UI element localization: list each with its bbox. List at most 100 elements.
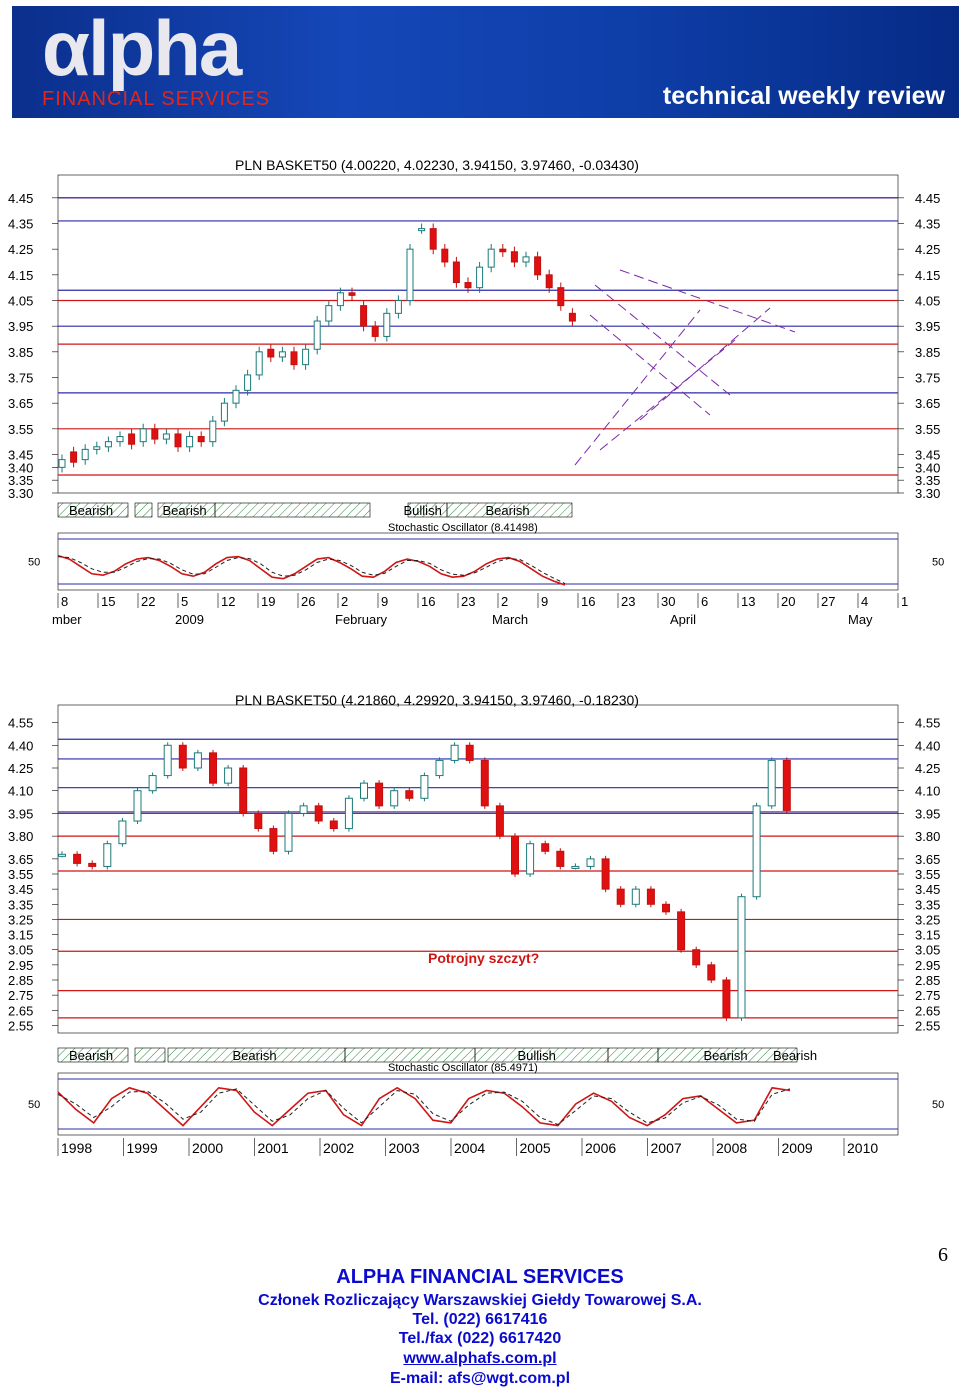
y-tick-label-right: 4.25 — [915, 761, 940, 776]
candle — [163, 744, 172, 777]
annotation: Potrojny szczyt? — [428, 950, 539, 966]
y-tick-label-left: 2.55 — [8, 1018, 33, 1033]
candle — [390, 790, 399, 807]
candle — [662, 903, 670, 913]
y-tick-label-right: 3.95 — [915, 319, 940, 334]
candle — [394, 300, 402, 314]
y-tick-label-right: 4.55 — [915, 716, 940, 731]
candle — [452, 261, 460, 284]
x-month-label: mber — [52, 612, 82, 627]
projection-line — [619, 269, 796, 333]
y-tick-label-left: 3.55 — [8, 422, 33, 437]
y-tick-label-left: 3.40 — [8, 460, 33, 475]
x-tick-label: 9 — [541, 594, 548, 609]
tagline: technical weekly review — [662, 82, 945, 110]
signal-label: Bearish — [233, 1048, 277, 1063]
candle — [499, 248, 507, 253]
y-tick-label-left: 3.30 — [8, 486, 33, 501]
candle — [360, 782, 368, 799]
candle — [118, 820, 127, 845]
y-tick-label-right: 4.45 — [915, 191, 940, 206]
y-tick-label-right: 3.55 — [915, 422, 940, 437]
x-tick-label: 23 — [461, 594, 475, 609]
candle — [128, 433, 136, 445]
candle — [314, 805, 323, 822]
signal-band — [214, 502, 371, 518]
x-tick-label: 4 — [861, 594, 868, 609]
oscillator-d-line — [57, 556, 566, 585]
signal-band — [607, 1047, 659, 1063]
candle — [73, 853, 82, 864]
oscillator-level-left: 50 — [28, 1099, 40, 1111]
x-tick-label: 30 — [661, 594, 675, 609]
y-tick-label-right: 3.30 — [915, 486, 940, 501]
y-tick-label-left: 3.80 — [8, 829, 33, 844]
y-tick-label-right: 3.75 — [915, 371, 940, 386]
x-tick-label: 26 — [301, 594, 315, 609]
candle — [429, 228, 437, 250]
chart-title: PLN BASKET50 (4.00220, 4.02230, 3.94150,… — [235, 157, 639, 173]
candle — [148, 775, 157, 792]
y-tick-label-right: 3.85 — [915, 345, 940, 360]
y-tick-label-right: 4.10 — [915, 784, 940, 799]
y-tick-label-right: 4.35 — [915, 217, 940, 232]
x-month-label: 2009 — [175, 612, 204, 627]
y-tick-label-left: 4.55 — [8, 716, 33, 731]
candle — [81, 448, 89, 461]
signal-band — [446, 502, 573, 518]
y-tick-label-left: 3.45 — [8, 882, 33, 897]
projection-line — [574, 309, 701, 466]
y-tick-label-left: 4.35 — [8, 217, 33, 232]
y-tick-label-left: 3.25 — [8, 912, 33, 927]
signal-label: Bearish — [486, 503, 530, 518]
candle — [267, 348, 275, 358]
x-tick-label: 22 — [141, 594, 155, 609]
chart-long-term: 4.55 4.55 4.40 4.40 4.25 4.25 4.10 4.10 3.95 3.95… — [8, 692, 944, 1156]
x-tick-label: 2008 — [716, 1140, 747, 1156]
candle — [677, 911, 686, 951]
candle — [646, 888, 655, 905]
x-tick-label: 2010 — [847, 1140, 878, 1156]
candle — [522, 256, 530, 263]
y-tick-label-left: 2.65 — [8, 1003, 33, 1018]
candle — [510, 251, 518, 263]
candle — [383, 312, 391, 337]
candle — [465, 744, 474, 761]
x-tick-label: 27 — [821, 594, 835, 609]
candle — [336, 292, 344, 307]
oscillator-title: Stochastic Oscillator (85.4971) — [388, 1062, 538, 1074]
x-tick-label: 2009 — [782, 1140, 813, 1156]
x-tick-label: 1998 — [61, 1140, 92, 1156]
oscillator-level-left: 50 — [28, 557, 40, 569]
x-tick-label: 2 — [501, 594, 508, 609]
candle — [586, 858, 595, 867]
signal-band — [57, 1047, 129, 1063]
candle — [174, 433, 182, 448]
candle — [88, 862, 97, 867]
chart-title: PLN BASKET50 (4.21860, 4.29920, 3.94150,… — [235, 692, 639, 708]
x-tick-label: 13 — [741, 594, 755, 609]
y-tick-label-left: 3.65 — [8, 852, 33, 867]
y-tick-label-right: 4.05 — [915, 294, 940, 309]
signal-band — [134, 502, 153, 518]
y-tick-label-right: 3.65 — [915, 852, 940, 867]
candle — [450, 744, 459, 761]
candle — [329, 820, 338, 830]
x-tick-label: 23 — [621, 594, 635, 609]
x-tick-label: 9 — [381, 594, 388, 609]
y-tick-label-right: 3.35 — [915, 473, 940, 488]
y-tick-label-left: 4.25 — [8, 761, 33, 776]
y-tick-label-left: 3.85 — [8, 345, 33, 360]
candle — [151, 428, 159, 440]
x-tick-label: 2003 — [389, 1140, 420, 1156]
signal-band — [57, 502, 129, 518]
footer-web[interactable]: www.alphafs.com.pl — [403, 1350, 557, 1367]
candle — [571, 865, 580, 869]
y-tick-label-right: 3.45 — [915, 882, 940, 897]
oscillator-panel — [57, 1072, 899, 1136]
footer-email[interactable]: E-mail: afs@wgt.com.pl — [389, 1370, 571, 1387]
x-tick-label: 20 — [781, 594, 795, 609]
candle — [313, 320, 321, 350]
y-tick-label-right: 4.40 — [915, 738, 940, 753]
oscillator-level-right: 50 — [932, 1099, 944, 1111]
